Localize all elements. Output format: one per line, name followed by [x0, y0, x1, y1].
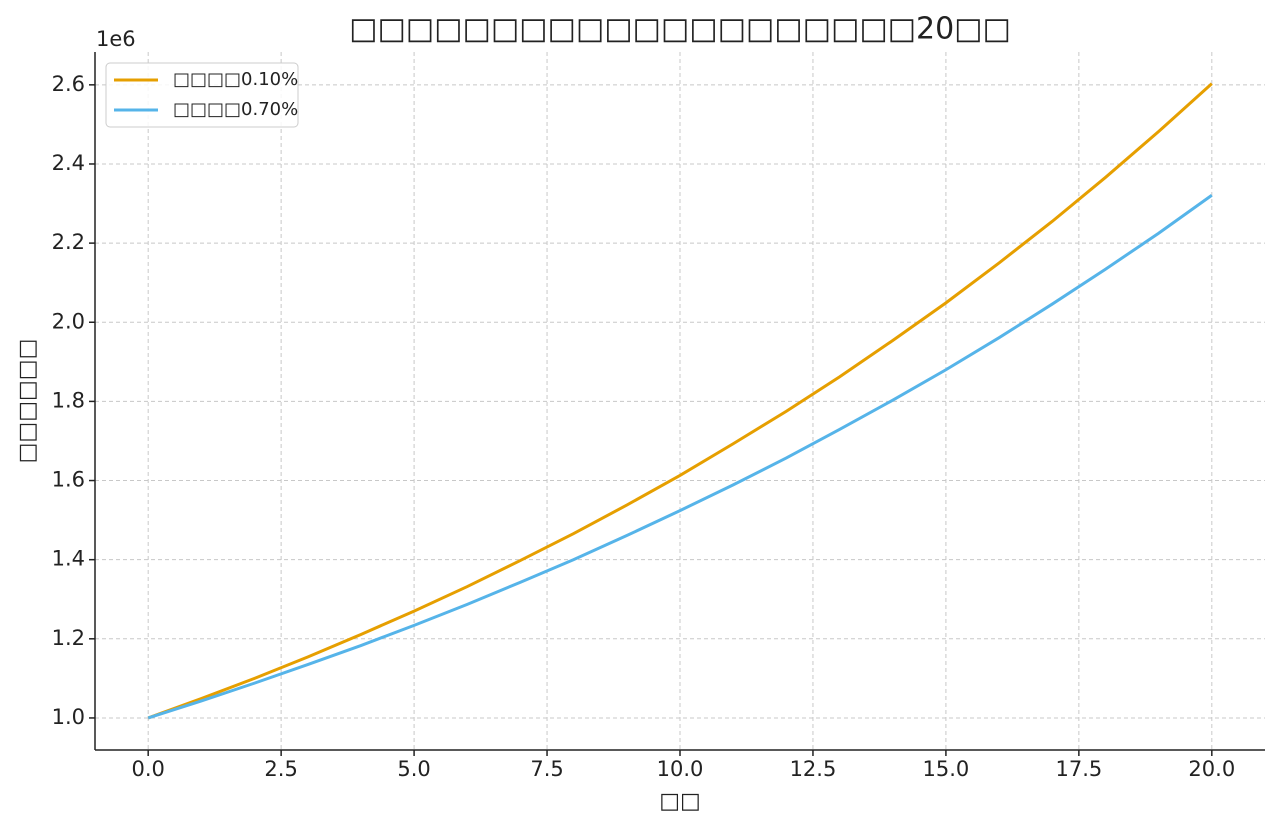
y-tick-label: 1.2: [52, 626, 85, 650]
y-tick-label: 2.4: [52, 151, 85, 175]
x-tick-label: 12.5: [790, 757, 837, 781]
x-axis-label: □□: [659, 789, 701, 814]
y-tick-label: 1.6: [52, 468, 85, 492]
y-tick-label: 2.0: [52, 309, 85, 333]
x-tick-label: 15.0: [923, 757, 970, 781]
y-offset-label: 1e6: [96, 27, 136, 51]
x-tick-label: 17.5: [1055, 757, 1102, 781]
y-axis-label: □□□□□□: [15, 339, 40, 464]
chart-title: □□□□□□□□□□□□□□□□□□□□20□□: [349, 12, 1011, 47]
x-tick-label: 10.0: [657, 757, 704, 781]
legend-label: □□□□0.70%: [173, 99, 298, 120]
x-tick-label: 5.0: [397, 757, 430, 781]
x-tick-label: 20.0: [1188, 757, 1235, 781]
series-line: [147, 82, 1213, 720]
x-tick-label: 0.0: [131, 757, 164, 781]
series-line: [147, 194, 1213, 720]
x-tick-label: 2.5: [264, 757, 297, 781]
y-tick-label: 1.4: [52, 547, 85, 571]
y-tick-label: 2.2: [52, 230, 85, 254]
x-tick-label: 7.5: [530, 757, 563, 781]
y-tick-label: 2.6: [52, 72, 85, 96]
y-tick-label: 1.8: [52, 388, 85, 412]
legend-label: □□□□0.10%: [173, 69, 298, 90]
y-tick-label: 1.0: [52, 705, 85, 729]
